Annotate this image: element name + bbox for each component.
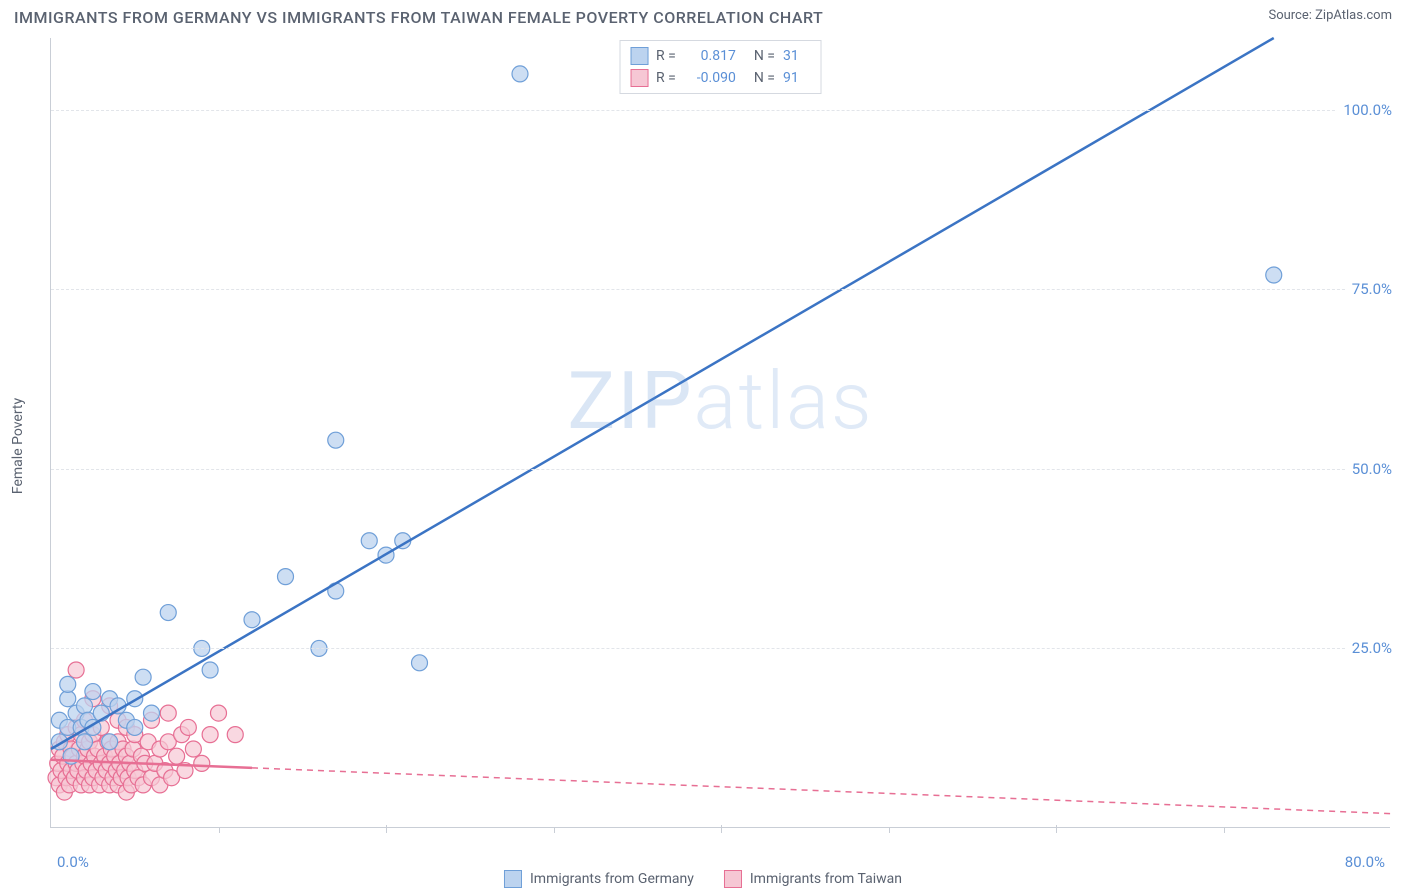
- gridline: [51, 110, 1390, 111]
- legend-n-label: N =: [754, 48, 775, 64]
- data-point: [85, 684, 101, 700]
- data-point: [180, 719, 196, 735]
- legend-n-value: 31: [783, 48, 811, 64]
- data-point: [211, 705, 227, 721]
- y-tick-label: 100.0%: [1337, 101, 1392, 119]
- data-point: [77, 734, 93, 750]
- legend-r-label: R =: [656, 70, 676, 86]
- x-minor-tick: [1224, 827, 1225, 833]
- data-point: [512, 66, 528, 82]
- data-point: [202, 662, 218, 678]
- y-tick-label: 75.0%: [1346, 280, 1392, 298]
- data-point: [144, 705, 160, 721]
- x-tick-label: 80.0%: [1345, 853, 1385, 871]
- data-point: [102, 734, 118, 750]
- data-point: [1266, 267, 1282, 283]
- legend-r-label: R =: [656, 48, 676, 64]
- y-tick-label: 25.0%: [1346, 639, 1392, 657]
- x-tick: [1056, 825, 1057, 833]
- data-point: [361, 533, 377, 549]
- x-tick: [721, 825, 722, 833]
- legend-swatch: [630, 69, 648, 87]
- x-minor-tick: [889, 827, 890, 833]
- legend-n-value: 91: [783, 70, 811, 86]
- legend-swatch: [724, 870, 742, 888]
- legend-r-value: 0.817: [684, 48, 736, 64]
- data-point: [202, 727, 218, 743]
- chart-source: Source: ZipAtlas.com: [1268, 8, 1392, 23]
- data-point: [77, 698, 93, 714]
- legend-swatch: [630, 47, 648, 65]
- trend-line: [252, 768, 1391, 814]
- legend-item: Immigrants from Taiwan: [724, 870, 902, 888]
- legend-n-label: N =: [754, 70, 775, 86]
- chart-title: IMMIGRANTS FROM GERMANY VS IMMIGRANTS FR…: [14, 8, 823, 27]
- y-axis-label: Female Poverty: [10, 398, 26, 494]
- data-point: [227, 727, 243, 743]
- gridline: [51, 648, 1390, 649]
- scatter-svg: [51, 38, 1390, 827]
- legend-label: Immigrants from Taiwan: [750, 871, 902, 887]
- trend-line: [51, 38, 1274, 749]
- data-point: [412, 655, 428, 671]
- legend-row: R = -0.090 N = 91: [630, 67, 811, 89]
- data-point: [68, 662, 84, 678]
- data-point: [244, 612, 260, 628]
- data-point: [194, 755, 210, 771]
- gridline: [51, 469, 1390, 470]
- x-minor-tick: [219, 827, 220, 833]
- data-point: [160, 605, 176, 621]
- x-tick: [386, 825, 387, 833]
- series-legend: Immigrants from Germany Immigrants from T…: [504, 870, 902, 888]
- legend-row: R = 0.817 N = 31: [630, 45, 811, 67]
- y-tick-label: 50.0%: [1346, 460, 1392, 478]
- data-point: [135, 669, 151, 685]
- data-point: [127, 719, 143, 735]
- data-point: [278, 569, 294, 585]
- chart-plot-area: ZIPatlas R =0.817N =31R =-0.090N =91 25.…: [50, 38, 1390, 828]
- legend-item: Immigrants from Germany: [504, 870, 694, 888]
- data-point: [328, 432, 344, 448]
- gridline: [51, 289, 1390, 290]
- data-point: [60, 676, 76, 692]
- data-point: [185, 741, 201, 757]
- data-point: [169, 748, 185, 764]
- correlation-legend: R = 0.817 N = 31 R = -0.090 N = 91: [619, 40, 822, 94]
- data-point: [160, 705, 176, 721]
- legend-label: Immigrants from Germany: [530, 871, 694, 887]
- legend-r-value: -0.090: [684, 70, 736, 86]
- x-minor-tick: [554, 827, 555, 833]
- data-point: [60, 691, 76, 707]
- x-tick-label: 0.0%: [57, 853, 89, 871]
- legend-swatch: [504, 870, 522, 888]
